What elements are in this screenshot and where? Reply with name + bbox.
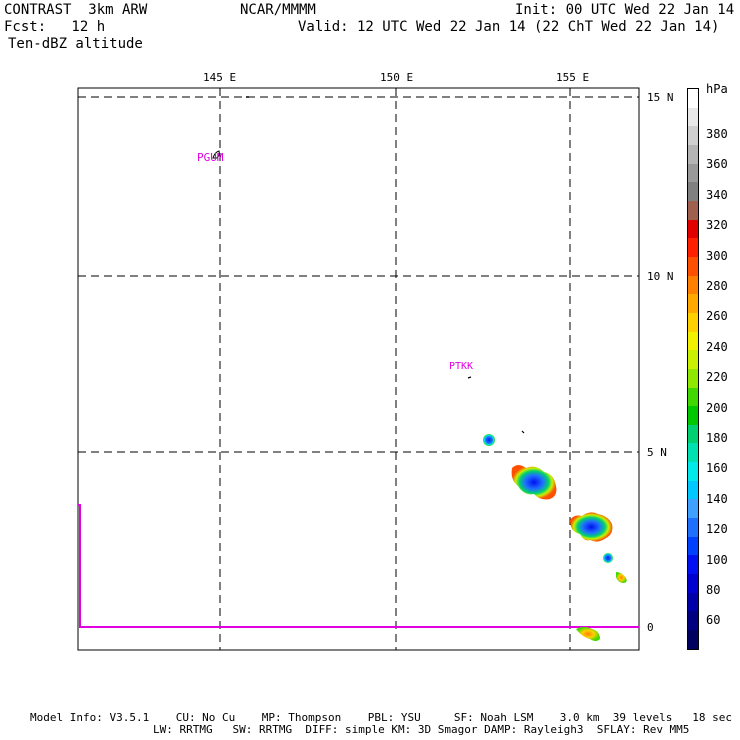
colorbar-tick-label: 140 [706, 491, 728, 506]
colorbar-swatch [688, 574, 698, 593]
colorbar-swatch [688, 238, 698, 257]
colorbar-swatch [688, 406, 698, 425]
lat-label-equator: 0 [647, 621, 654, 634]
colorbar-swatch [688, 555, 698, 575]
colorbar-tick-label: 60 [706, 613, 721, 628]
field-name: Ten-dBZ altitude [8, 36, 143, 52]
colorbar-swatch [688, 107, 698, 127]
echo-cell [483, 434, 495, 446]
colorbar-swatch [688, 387, 698, 407]
colorbar-tick-label: 220 [706, 370, 728, 385]
colorbar-swatch [688, 182, 698, 201]
valid-time: Valid: 12 UTC Wed 22 Jan 14 (22 ChT Wed … [298, 19, 720, 35]
chuuk-island-icon [467, 376, 472, 379]
colorbar-swatch [688, 592, 698, 612]
colorbar-swatch [688, 611, 698, 631]
lat-label-5n: 5 N [647, 446, 667, 459]
colorbar-tick-label: 260 [706, 309, 728, 324]
lon-label-150: 150 E [380, 71, 414, 84]
colorbar-swatch [688, 480, 698, 500]
lon-label-155: 155 E [556, 71, 590, 84]
colorbar [687, 88, 699, 650]
echo-cell [570, 512, 613, 542]
model-info-line: Model Info: V3.5.1 CU: No Cu MP: Thompso… [30, 711, 732, 724]
radar-echoes [483, 434, 627, 641]
colorbar-swatch [688, 144, 698, 164]
colorbar-tick-label: 360 [706, 157, 728, 172]
colorbar-tick-label: 200 [706, 400, 728, 415]
colorbar-swatch [688, 350, 698, 369]
colorbar-swatch [688, 294, 698, 313]
model-title: CONTRAST 3km ARW [4, 2, 148, 18]
forecast-hour: Fcst: 12 h [4, 19, 106, 35]
colorbar-swatch [688, 219, 698, 239]
colorbar-swatch [688, 331, 698, 351]
colorbar-tick-label: 80 [706, 583, 721, 597]
station-label-ptkk: PTKK [449, 361, 474, 372]
init-time: Init: 00 UTC Wed 22 Jan 14 [515, 2, 735, 18]
organization-label: NCAR/MMMM [240, 2, 316, 18]
domain-boundary [78, 504, 639, 628]
colorbar-tick-label: 380 [706, 127, 728, 141]
colorbar-swatch [688, 424, 698, 444]
colorbar-swatch [688, 499, 698, 519]
colorbar-tick-label: 300 [706, 248, 728, 263]
colorbar-swatch [688, 89, 698, 108]
lat-lon-grid [78, 88, 639, 650]
colorbar-unit: hPa [706, 82, 728, 96]
lat-label-10n: 10 N [647, 270, 674, 283]
physics-info-line: LW: RRTMG SW: RRTMG DIFF: simple KM: 3D … [153, 723, 690, 736]
colorbar-swatch [688, 312, 698, 332]
colorbar-swatch [688, 163, 698, 183]
island-outline-icon [521, 430, 525, 434]
colorbar-tick-label: 120 [706, 522, 728, 537]
colorbar-swatch [688, 200, 698, 220]
guam-island-icon [212, 150, 220, 159]
echo-cell [616, 572, 627, 583]
colorbar-swatch [688, 462, 698, 481]
echo-cell [603, 553, 613, 563]
colorbar-swatch [688, 536, 698, 556]
colorbar-tick-label: 320 [706, 218, 728, 233]
echo-cell [511, 465, 557, 500]
colorbar-swatch [688, 256, 698, 276]
colorbar-swatch [688, 275, 698, 295]
station-label-pgum: PGUM [197, 151, 224, 164]
colorbar-tick-label: 100 [706, 552, 728, 567]
colorbar-tick-label: 160 [706, 461, 728, 476]
lon-label-145: 145 E [203, 71, 237, 84]
colorbar-swatch [688, 630, 698, 649]
colorbar-swatch [688, 126, 698, 145]
plot-frame [77, 87, 640, 651]
colorbar-tick-label: 280 [706, 279, 728, 293]
echo-cell [576, 627, 600, 641]
colorbar-tick-label: 240 [706, 339, 728, 354]
colorbar-tick-label: 180 [706, 431, 728, 445]
colorbar-swatch [688, 518, 698, 537]
colorbar-tick-label: 340 [706, 187, 728, 202]
colorbar-swatch [688, 443, 698, 463]
lat-label-15n: 15 N [647, 91, 674, 104]
colorbar-swatch [688, 368, 698, 388]
